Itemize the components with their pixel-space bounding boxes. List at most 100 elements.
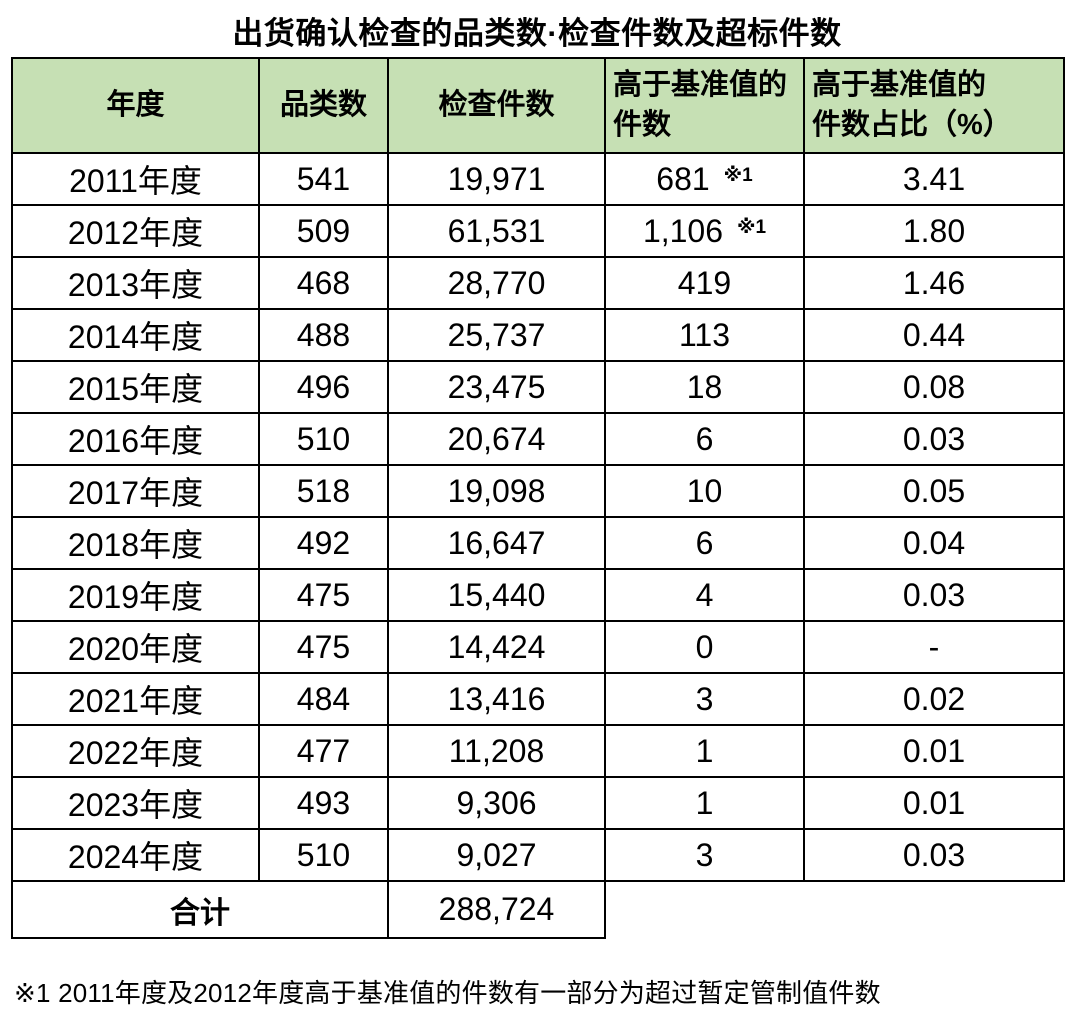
data-table: 年度 品类数 检查件数 高于基准值的 件数 高于基准值的 件数占比（%） 201… — [11, 57, 1065, 939]
cell-categories: 518 — [258, 464, 389, 518]
cell-categories: 488 — [258, 308, 389, 362]
cell-year: 2012年度 — [11, 204, 260, 258]
cell-ratio: - — [803, 620, 1065, 674]
total-label: 合计 — [11, 880, 389, 939]
cell-year: 2018年度 — [11, 516, 260, 570]
cell-exceed: 3 — [604, 672, 805, 726]
header-year: 年度 — [11, 57, 260, 154]
cell-year: 2019年度 — [11, 568, 260, 622]
table-row: 2016年度 510 20,674 6 0.03 — [11, 412, 1065, 466]
table-row: 2024年度 510 9,027 3 0.03 — [11, 828, 1065, 882]
total-empty-ratio — [804, 880, 1064, 938]
table-row: 2022年度 477 11,208 1 0.01 — [11, 724, 1065, 778]
cell-year: 2023年度 — [11, 776, 260, 830]
header-categories: 品类数 — [258, 57, 389, 154]
cell-categories: 492 — [258, 516, 389, 570]
cell-exceed: 419 — [604, 256, 805, 310]
cell-exceed: 681 ※1 — [604, 152, 805, 206]
cell-ratio: 0.03 — [803, 568, 1065, 622]
cell-ratio: 0.01 — [803, 724, 1065, 778]
cell-ratio: 0.08 — [803, 360, 1065, 414]
cell-year: 2011年度 — [11, 152, 260, 206]
header-ratio: 高于基准值的 件数占比（%） — [803, 57, 1065, 154]
cell-inspections: 9,027 — [387, 828, 606, 882]
cell-ratio: 0.04 — [803, 516, 1065, 570]
footnote: ※1 2011年度及2012年度高于基准值的件数有一部分为超过暂定管制值件数 — [14, 978, 881, 1008]
table-row: 2023年度 493 9,306 1 0.01 — [11, 776, 1065, 830]
cell-inspections: 13,416 — [387, 672, 606, 726]
header-row: 年度 品类数 检查件数 高于基准值的 件数 高于基准值的 件数占比（%） — [11, 57, 1065, 154]
cell-categories: 468 — [258, 256, 389, 310]
table-row: 2020年度 475 14,424 0- — [11, 620, 1065, 674]
cell-inspections: 25,737 — [387, 308, 606, 362]
cell-ratio: 3.41 — [803, 152, 1065, 206]
total-inspections: 288,724 — [387, 880, 606, 939]
table-row: 2012年度 509 61,531 1,106 ※1 1.80 — [11, 204, 1065, 258]
table-row: 2014年度 488 25,737 113 0.44 — [11, 308, 1065, 362]
cell-categories: 510 — [258, 828, 389, 882]
cell-categories: 493 — [258, 776, 389, 830]
footnote-marker: ※1 — [737, 216, 767, 238]
table-row: 2013年度 468 28,770 419 1.46 — [11, 256, 1065, 310]
cell-year: 2022年度 — [11, 724, 260, 778]
cell-categories: 509 — [258, 204, 389, 258]
cell-ratio: 1.80 — [803, 204, 1065, 258]
header-exceed: 高于基准值的 件数 — [604, 57, 805, 154]
cell-categories: 510 — [258, 412, 389, 466]
cell-categories: 541 — [258, 152, 389, 206]
cell-categories: 484 — [258, 672, 389, 726]
table-footer: 合计 288,724 — [11, 880, 1064, 939]
cell-exceed: 6 — [604, 412, 805, 466]
cell-exceed: 10 — [604, 464, 805, 518]
cell-categories: 475 — [258, 620, 389, 674]
cell-inspections: 19,971 — [387, 152, 606, 206]
cell-exceed: 18 — [604, 360, 805, 414]
cell-inspections: 61,531 — [387, 204, 606, 258]
cell-year: 2013年度 — [11, 256, 260, 310]
cell-year: 2024年度 — [11, 828, 260, 882]
cell-exceed: 3 — [604, 828, 805, 882]
cell-categories: 496 — [258, 360, 389, 414]
cell-ratio: 0.03 — [803, 412, 1065, 466]
footnote-marker: ※1 — [723, 164, 753, 186]
table-row: 2021年度 484 13,416 3 0.02 — [11, 672, 1065, 726]
table-row: 2018年度 492 16,647 6 0.04 — [11, 516, 1065, 570]
cell-ratio: 1.46 — [803, 256, 1065, 310]
cell-inspections: 16,647 — [387, 516, 606, 570]
cell-inspections: 14,424 — [387, 620, 606, 674]
cell-ratio: 0.05 — [803, 464, 1065, 518]
cell-exceed: 1,106 ※1 — [604, 204, 805, 258]
cell-categories: 477 — [258, 724, 389, 778]
cell-year: 2016年度 — [11, 412, 260, 466]
table-row: 2011年度 541 19,971 681 ※1 3.41 — [11, 152, 1065, 206]
table-row: 2015年度 496 23,475 18 0.08 — [11, 360, 1065, 414]
cell-exceed: 0 — [604, 620, 805, 674]
table-row: 2019年度 475 15,440 4 0.03 — [11, 568, 1065, 622]
cell-inspections: 23,475 — [387, 360, 606, 414]
cell-exceed: 1 — [604, 724, 805, 778]
cell-inspections: 9,306 — [387, 776, 606, 830]
table-row: 2017年度 518 19,098 10 0.05 — [11, 464, 1065, 518]
cell-inspections: 20,674 — [387, 412, 606, 466]
cell-inspections: 28,770 — [387, 256, 606, 310]
cell-categories: 475 — [258, 568, 389, 622]
table-header: 年度 品类数 检查件数 高于基准值的 件数 高于基准值的 件数占比（%） — [11, 57, 1065, 154]
page-title: 出货确认检查的品类数·检查件数及超标件数 — [232, 16, 842, 51]
cell-exceed: 113 — [604, 308, 805, 362]
cell-exceed: 1 — [604, 776, 805, 830]
total-row: 合计 288,724 — [11, 880, 1064, 939]
cell-inspections: 19,098 — [387, 464, 606, 518]
cell-ratio: 0.02 — [803, 672, 1065, 726]
total-empty-exceed — [605, 880, 804, 938]
cell-ratio: 0.01 — [803, 776, 1065, 830]
cell-year: 2014年度 — [11, 308, 260, 362]
cell-inspections: 11,208 — [387, 724, 606, 778]
cell-ratio: 0.03 — [803, 828, 1065, 882]
cell-exceed: 4 — [604, 568, 805, 622]
cell-exceed: 6 — [604, 516, 805, 570]
cell-year: 2021年度 — [11, 672, 260, 726]
cell-ratio: 0.44 — [803, 308, 1065, 362]
header-inspections: 检查件数 — [387, 57, 606, 154]
cell-year: 2017年度 — [11, 464, 260, 518]
cell-year: 2015年度 — [11, 360, 260, 414]
